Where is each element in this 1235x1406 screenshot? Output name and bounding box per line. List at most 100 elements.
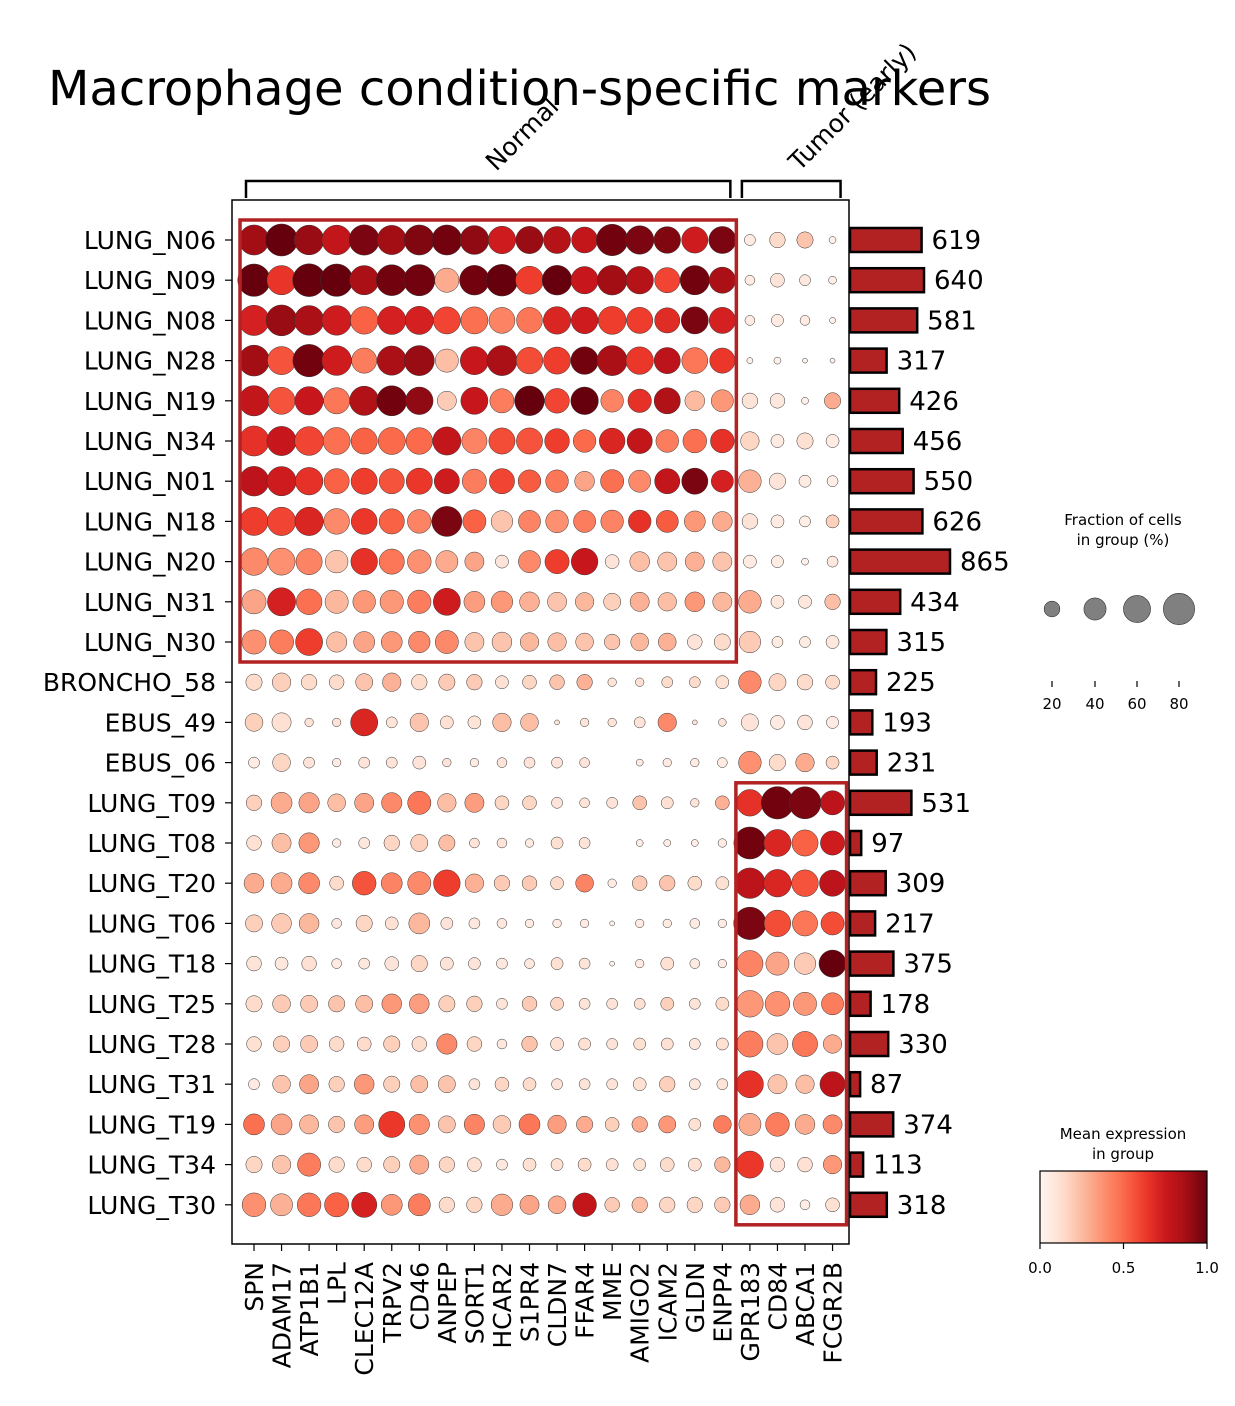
dot-LUNG_N09-CD46	[403, 264, 436, 297]
dot-EBUS_49-MME	[607, 717, 617, 727]
dot-LUNG_T08-GPR183	[733, 826, 767, 860]
dot-LUNG_T18-S1PR4	[524, 958, 535, 969]
dot-LUNG_T09-GLDN	[690, 798, 700, 808]
dot-LUNG_T34-ABCA1	[797, 1156, 813, 1173]
group-label: LUNG_N06	[84, 226, 216, 255]
dot-LUNG_N20-LPL	[325, 550, 349, 574]
dot-EBUS_49-CLEC12A	[350, 708, 379, 737]
dot-LUNG_T20-HCAR2	[493, 875, 511, 892]
dot-LUNG_N18-CLDN7	[545, 509, 569, 533]
group-label: LUNG_T34	[87, 1151, 216, 1180]
dot-LUNG_T30-LPL	[324, 1192, 350, 1218]
dot-LUNG_T31-AMIGO2	[632, 1077, 647, 1091]
dot-LUNG_T19-FFAR4	[576, 1115, 594, 1133]
dot-LUNG_N06-MME	[596, 224, 629, 256]
dot-LUNG_N18-ATP1B1	[294, 506, 324, 536]
bracket-1	[740, 179, 842, 198]
count-bar-LUNG_T09	[848, 789, 913, 817]
dot-LUNG_T25-FCGR2B	[821, 992, 844, 1016]
dot-LUNG_N34-CD46	[405, 427, 433, 455]
dot-LUNG_T19-ABCA1	[794, 1114, 816, 1135]
count-label: 375	[903, 950, 953, 980]
dot-LUNG_T25-MME	[606, 998, 618, 1010]
dot-LUNG_T08-LPL	[332, 838, 342, 848]
dot-LUNG_N01-ABCA1	[798, 474, 812, 488]
group-label: LUNG_N09	[84, 266, 216, 295]
dot-LUNG_N01-GPR183	[738, 469, 762, 493]
dot-LUNG_T25-ANPEP	[438, 995, 456, 1013]
dot-LUNG_N01-CLEC12A	[350, 467, 378, 495]
dot-LUNG_N19-AMIGO2	[627, 388, 652, 413]
dot-LUNG_N19-MME	[600, 389, 624, 413]
gene-label: ANPEP	[433, 1262, 462, 1344]
count-bar-EBUS_06	[848, 749, 878, 776]
dot-EBUS_49-SORT1	[467, 715, 482, 730]
dot-LUNG_T31-CD46	[410, 1075, 429, 1094]
dot-LUNG_N28-FFAR4	[570, 346, 599, 375]
group-label: LUNG_T20	[87, 869, 216, 898]
dot-LUNG_T08-FFAR4	[578, 837, 591, 849]
dot-LUNG_N20-HCAR2	[495, 554, 509, 569]
dot-LUNG_N20-TRPV2	[378, 548, 405, 575]
group-label: LUNG_N08	[84, 306, 216, 335]
dot-LUNG_N28-ENPP4	[709, 347, 736, 374]
dot-LUNG_T06-S1PR4	[524, 918, 535, 928]
dot-LUNG_T18-AMIGO2	[635, 959, 645, 969]
count-bar-LUNG_T18	[848, 950, 895, 977]
dot-LUNG_T09-MME	[606, 797, 618, 809]
dot-LUNG_N20-ANPEP	[435, 550, 459, 573]
dot-LUNG_N08-ADAM17	[265, 304, 298, 337]
dot-LUNG_T20-ICAM2	[659, 875, 676, 892]
group-label: LUNG_T18	[87, 950, 216, 979]
dot-LUNG_N34-SPN	[238, 425, 270, 457]
dot-LUNG_N06-SORT1	[459, 225, 490, 255]
dot-BRONCHO_58-ANPEP	[438, 673, 456, 691]
dot-LUNG_N34-FFAR4	[573, 429, 597, 453]
dot-LUNG_T06-GPR183	[733, 906, 767, 940]
dot-LUNG_T09-LPL	[327, 793, 346, 812]
dot-LUNG_T20-ABCA1	[791, 869, 819, 897]
size-legend-tick-label: 20	[1042, 695, 1061, 713]
dot-LUNG_T19-SORT1	[463, 1113, 485, 1135]
dot-LUNG_T18-CLEC12A	[358, 957, 370, 970]
dot-LUNG_T06-AMIGO2	[635, 918, 645, 928]
dot-LUNG_N19-SPN	[238, 385, 270, 417]
dot-LUNG_N08-CD46	[404, 306, 434, 335]
dot-LUNG_T25-ICAM2	[660, 997, 675, 1011]
dot-LUNG_N08-TRPV2	[377, 306, 407, 335]
dot-LUNG_T25-HCAR2	[496, 998, 508, 1010]
dot-LUNG_N34-ANPEP	[432, 426, 462, 456]
dot-LUNG_N09-FCGR2B	[828, 276, 837, 285]
dot-LUNG_N08-FCGR2B	[829, 317, 836, 324]
group-label: LUNG_T30	[87, 1191, 216, 1220]
count-label: 626	[932, 507, 982, 537]
dot-LUNG_N19-ENPP4	[711, 389, 734, 413]
dot-LUNG_T28-FCGR2B	[823, 1034, 843, 1054]
dot-LUNG_T09-CLDN7	[551, 797, 563, 809]
dot-LUNG_N28-CD46	[404, 345, 435, 376]
group-label: LUNG_N18	[84, 507, 216, 536]
count-bar-LUNG_T08	[848, 829, 863, 857]
count-bar-LUNG_N30	[848, 628, 888, 656]
dot-LUNG_N08-CLDN7	[543, 306, 572, 335]
dot-LUNG_N01-AMIGO2	[628, 469, 652, 493]
dot-LUNG_T28-GPR183	[736, 1030, 764, 1058]
dot-LUNG_N28-SPN	[238, 344, 270, 377]
dot-LUNG_T09-AMIGO2	[632, 795, 647, 811]
highlight-box-0	[238, 218, 739, 664]
dot-LUNG_T28-ADAM17	[273, 1035, 291, 1053]
dot-LUNG_T31-ADAM17	[272, 1075, 291, 1094]
dot-LUNG_N06-CD84	[769, 231, 786, 249]
dot-LUNG_T28-FFAR4	[578, 1037, 591, 1051]
dot-LUNG_T20-GLDN	[687, 875, 703, 891]
dot-LUNG_N31-CLEC12A	[352, 590, 376, 614]
size-legend: Fraction of cells in group (%) 20 40 60 80	[1042, 511, 1195, 713]
dot-LUNG_N01-FFAR4	[574, 471, 595, 492]
dot-LUNG_N08-SORT1	[460, 306, 489, 335]
dot-LUNG_T28-ICAM2	[660, 1037, 674, 1051]
dot-LUNG_T34-AMIGO2	[633, 1158, 647, 1171]
dot-LUNG_N19-S1PR4	[514, 385, 545, 416]
dot-LUNG_T30-CD84	[769, 1197, 786, 1213]
dot-LUNG_T20-MME	[607, 878, 617, 888]
